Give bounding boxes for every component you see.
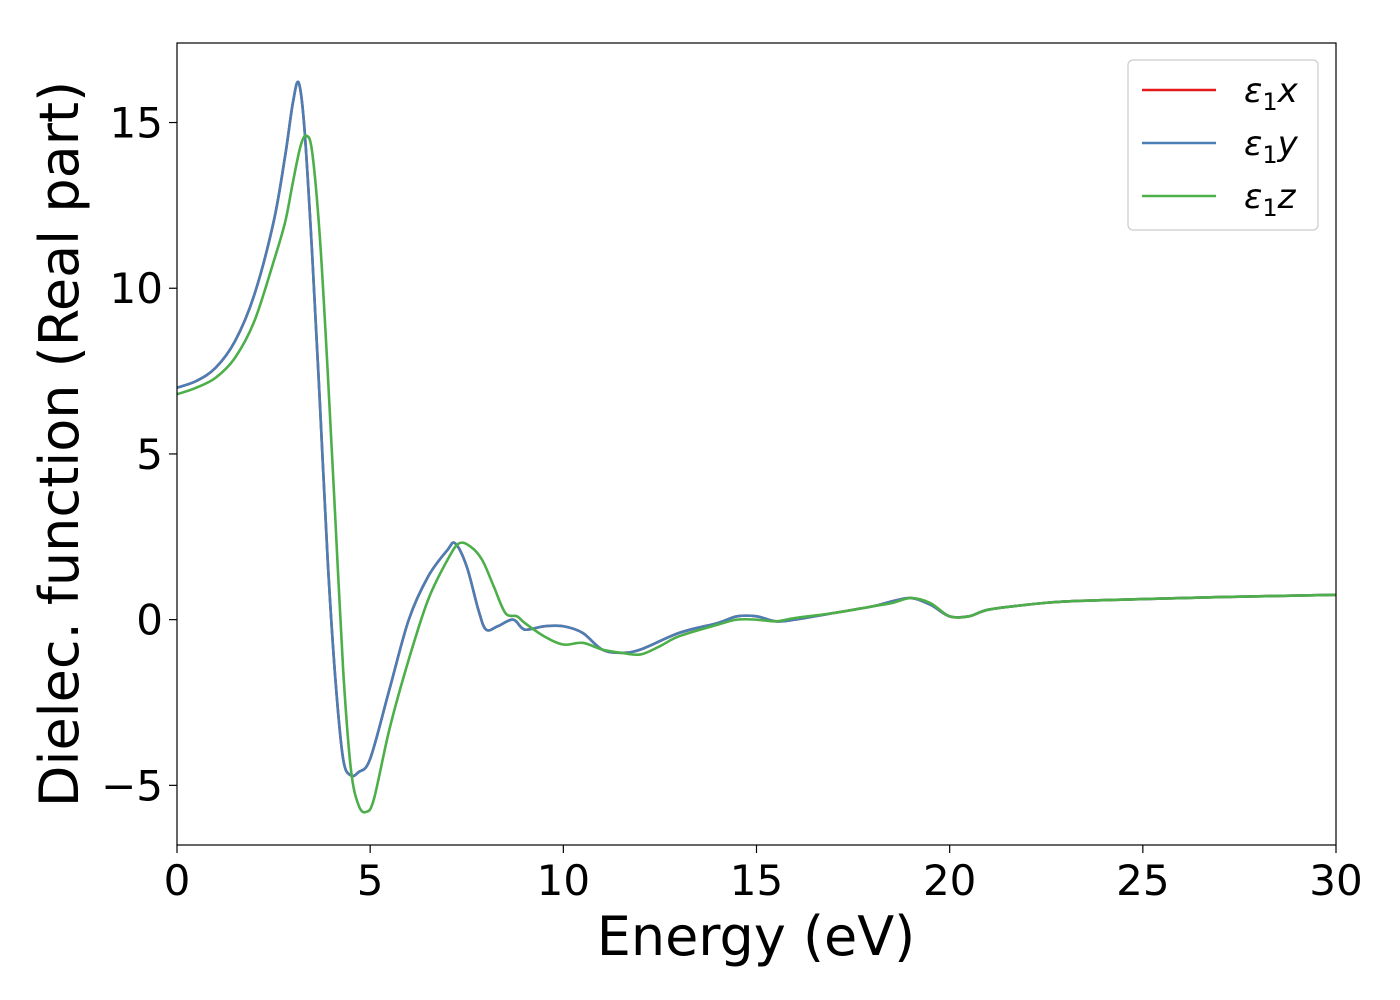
- x-tick-label: 5: [357, 856, 384, 905]
- series-lines: [177, 80, 1336, 814]
- y-tick-label: 15: [110, 99, 163, 148]
- legend-label-z: ε1z: [1244, 177, 1297, 222]
- x-tick-label: 0: [164, 856, 191, 905]
- x-tick-label: 20: [923, 856, 976, 905]
- y-axis-label: Dielec. function (Real part): [28, 81, 91, 807]
- y-tick-label: 0: [136, 596, 163, 645]
- legend-label-x: ε1x: [1244, 71, 1299, 116]
- legend-box: [1127, 59, 1319, 231]
- series-line-z: [177, 134, 1336, 814]
- x-tick-label: 15: [730, 856, 783, 905]
- legend: ε1x ε1y ε1z: [1127, 59, 1319, 231]
- x-tick-label: 25: [1116, 856, 1169, 905]
- y-tick-label: 5: [136, 430, 163, 479]
- x-tick-label: 30: [1309, 856, 1362, 905]
- x-tick-label: 10: [537, 856, 590, 905]
- y-axis-ticks: −5 0 5 10 15: [101, 99, 177, 810]
- legend-label-y: ε1y: [1244, 124, 1299, 169]
- y-tick-label: 10: [110, 264, 163, 313]
- x-axis-label: Energy (eV): [597, 905, 916, 968]
- x-axis-ticks: 0 5 10 15 20 25 30: [164, 845, 1363, 905]
- y-tick-label: −5: [101, 761, 163, 810]
